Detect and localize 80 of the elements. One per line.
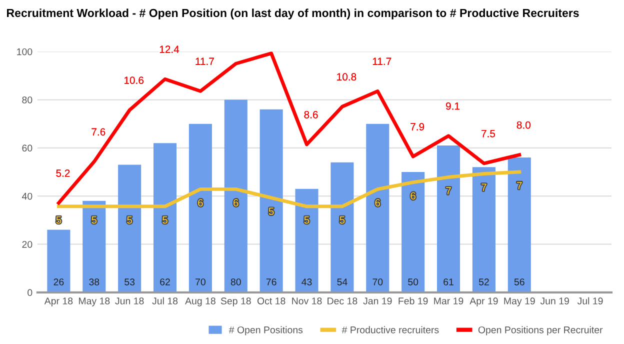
data-label: 52: [478, 278, 489, 286]
bar: [330, 162, 354, 292]
bar: [118, 164, 142, 292]
x-tick-label: Apr 18: [44, 298, 73, 306]
data-label: 5: [340, 216, 345, 224]
x-tick-label: May 18: [78, 298, 110, 306]
y-tick-label: 60: [22, 144, 32, 152]
data-label: 61: [444, 278, 454, 286]
data-label: 70: [372, 278, 383, 286]
data-label: 10.6: [124, 76, 144, 84]
x-tick-label: Jul 19: [577, 297, 603, 304]
y-tick-label: 100: [17, 48, 32, 56]
bar: [224, 100, 248, 292]
data-label: 6: [198, 199, 203, 206]
data-label: 5: [92, 216, 97, 224]
x-tick-label: Oct 18: [257, 298, 286, 304]
data-label: 5: [304, 216, 310, 224]
data-label: 43: [302, 278, 312, 286]
y-tick-label: 40: [22, 192, 32, 200]
data-label: 80: [230, 278, 241, 286]
data-label: 8.6: [304, 111, 318, 118]
data-label: 56: [514, 278, 524, 286]
x-tick-label: Aug 18: [185, 298, 216, 306]
data-label: 7.6: [92, 128, 106, 136]
data-label: 50: [408, 278, 418, 286]
bar: [295, 188, 318, 292]
data-label: 7: [446, 187, 451, 194]
x-tick-label: Jul 18: [152, 297, 178, 304]
data-label: 76: [266, 278, 276, 286]
legend-label: Open Positions per Recruiter: [478, 326, 603, 336]
data-label: 7.5: [481, 130, 496, 138]
data-label: 5: [162, 216, 168, 224]
y-tick-label: 20: [22, 240, 32, 248]
bar: [508, 158, 531, 292]
bar: [47, 230, 70, 292]
data-label: 10.8: [337, 73, 356, 81]
data-label: 26: [54, 278, 64, 286]
y-tick-label: 80: [22, 96, 32, 104]
bar: [472, 167, 496, 292]
chart-title: Recruitment Workload - # Open Position (on last day of month) in comparison to # Productive Recruiters: [7, 8, 579, 20]
bar: [260, 109, 283, 292]
data-label: 70: [196, 278, 206, 286]
data-label: 5.2: [56, 169, 70, 177]
data-label: 6: [410, 192, 416, 200]
data-label: 8.0: [516, 121, 530, 129]
x-tick-label: Dec 18: [328, 298, 358, 304]
x-tick-label: Sep 18: [220, 298, 251, 306]
data-label: 9.1: [446, 102, 460, 110]
data-label: 38: [89, 278, 100, 286]
data-label: 6: [234, 199, 238, 206]
bar: [82, 200, 106, 292]
y-tick-label: 0: [28, 289, 32, 296]
data-label: 5: [127, 216, 132, 224]
x-tick-label: Feb 19: [398, 297, 428, 304]
legend-label: # Open Positions: [228, 326, 303, 336]
bar: [436, 146, 460, 292]
data-label: 54: [337, 278, 348, 286]
data-label: 5: [268, 208, 274, 216]
data-label: 5: [56, 216, 62, 224]
x-tick-label: Apr 19: [470, 298, 498, 306]
data-label: 7.9: [410, 123, 424, 130]
legend-label: # Productive recruiters: [342, 326, 439, 334]
data-label: 11.7: [196, 58, 214, 65]
x-tick-label: Jun 18: [115, 298, 144, 304]
data-label: 6: [375, 199, 380, 206]
bar: [188, 124, 212, 292]
x-tick-label: Jun 19: [540, 298, 569, 304]
data-label: 11.7: [372, 58, 392, 65]
data-label: 62: [160, 278, 170, 286]
bar: [153, 143, 177, 292]
x-tick-label: Jan 19: [363, 298, 392, 304]
data-label: 53: [124, 278, 135, 286]
x-tick-label: Mar 19: [434, 298, 464, 304]
data-label: 7: [517, 182, 522, 190]
data-label: 7: [482, 184, 486, 191]
x-tick-label: May 19: [504, 298, 535, 306]
bar: [402, 172, 425, 292]
x-tick-label: Nov 18: [292, 298, 322, 304]
bar: [366, 124, 390, 292]
data-label: 12.4: [160, 46, 180, 53]
